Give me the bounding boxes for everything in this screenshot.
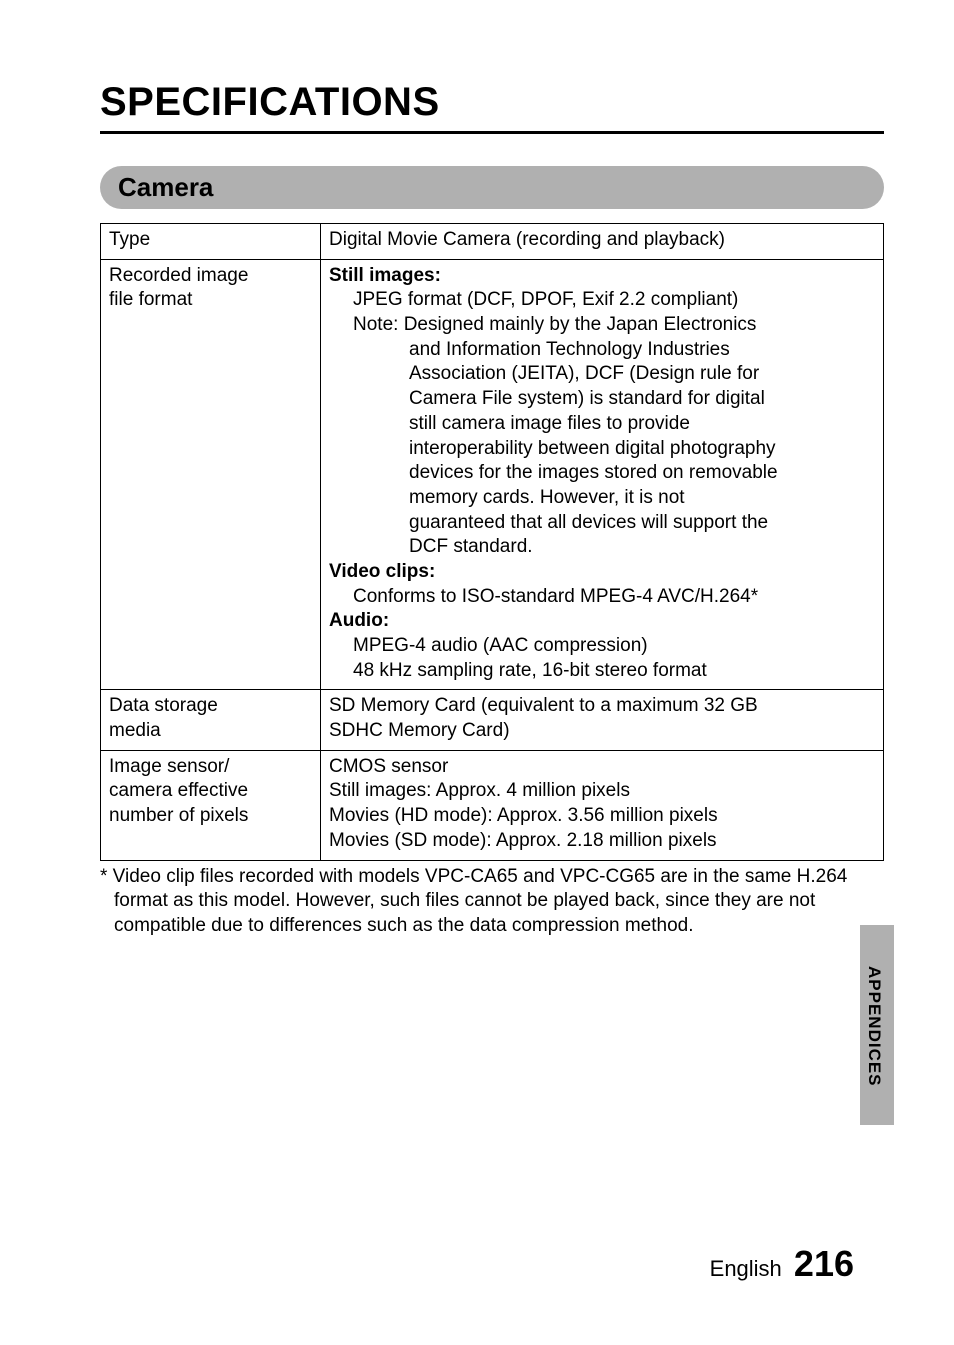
block-text: 48 kHz sampling rate, 16-bit stereo form… — [329, 659, 875, 684]
value-line: Movies (SD mode): Approx. 2.18 million p… — [329, 829, 875, 854]
spec-value: Digital Movie Camera (recording and play… — [321, 224, 884, 260]
block-text: Conforms to ISO-standard MPEG-4 AVC/H.26… — [329, 585, 875, 610]
block-text: guaranteed that all devices will support… — [329, 511, 875, 536]
block-text: memory cards. However, it is not — [329, 486, 875, 511]
value-line: SDHC Memory Card) — [329, 719, 875, 744]
block-text: devices for the images stored on removab… — [329, 461, 875, 486]
spec-table-body: Type Digital Movie Camera (recording and… — [101, 224, 884, 861]
label-line: media — [109, 719, 312, 744]
label-line: Recorded image — [109, 264, 312, 289]
section-header-wrap: Camera — [100, 166, 884, 209]
block-bold: Still images: — [329, 264, 875, 289]
block-text: interoperability between digital photogr… — [329, 437, 875, 462]
table-row: Data storage media SD Memory Card (equiv… — [101, 690, 884, 750]
spec-value: SD Memory Card (equivalent to a maximum … — [321, 690, 884, 750]
label-line: camera effective — [109, 779, 312, 804]
label-line: number of pixels — [109, 804, 312, 829]
value-line: Still images: Approx. 4 million pixels — [329, 779, 875, 804]
label-line: Data storage — [109, 694, 312, 719]
block-text: and Information Technology Industries — [329, 338, 875, 363]
block-text: MPEG-4 audio (AAC compression) — [329, 634, 875, 659]
spec-label: Image sensor/ camera effective number of… — [101, 750, 321, 860]
spec-label: Type — [101, 224, 321, 260]
block-text: Note: Designed mainly by the Japan Elect… — [329, 313, 875, 338]
table-row: Image sensor/ camera effective number of… — [101, 750, 884, 860]
title-underline — [100, 131, 884, 134]
block-text: Camera File system) is standard for digi… — [329, 387, 875, 412]
spec-label: Recorded image file format — [101, 259, 321, 690]
section-header: Camera — [100, 166, 884, 209]
block-text: Association (JEITA), DCF (Design rule fo… — [329, 362, 875, 387]
value-line: CMOS sensor — [329, 755, 875, 780]
spec-value: CMOS sensor Still images: Approx. 4 mill… — [321, 750, 884, 860]
spec-label: Data storage media — [101, 690, 321, 750]
table-row: Recorded image file format Still images:… — [101, 259, 884, 690]
footnote: * Video clip files recorded with models … — [100, 865, 884, 939]
footer-lang: English — [710, 1256, 782, 1281]
block-text: JPEG format (DCF, DPOF, Exif 2.2 complia… — [329, 288, 875, 313]
label-line: Image sensor/ — [109, 755, 312, 780]
footer: English 216 — [710, 1243, 854, 1285]
spec-table: Type Digital Movie Camera (recording and… — [100, 223, 884, 861]
page-title: SPECIFICATIONS — [100, 80, 884, 125]
value-line: Movies (HD mode): Approx. 3.56 million p… — [329, 804, 875, 829]
block-text: DCF standard. — [329, 535, 875, 560]
block-text: still camera image files to provide — [329, 412, 875, 437]
value-line: SD Memory Card (equivalent to a maximum … — [329, 694, 875, 719]
block-bold: Audio: — [329, 609, 875, 634]
footer-page-number: 216 — [794, 1243, 854, 1284]
block-bold: Video clips: — [329, 560, 875, 585]
table-row: Type Digital Movie Camera (recording and… — [101, 224, 884, 260]
side-tab-text: APPENDICES — [864, 966, 884, 1087]
section-header-text: Camera — [118, 172, 213, 202]
label-line: file format — [109, 288, 312, 313]
spec-value: Still images: JPEG format (DCF, DPOF, Ex… — [321, 259, 884, 690]
